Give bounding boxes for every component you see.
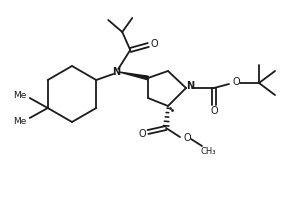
Text: O: O: [210, 106, 218, 116]
Text: N: N: [186, 81, 194, 91]
Text: O: O: [150, 39, 158, 49]
Text: O: O: [138, 129, 146, 139]
Text: Me: Me: [13, 117, 27, 125]
Text: Me: Me: [13, 90, 27, 99]
Text: O: O: [183, 133, 191, 143]
Text: O: O: [232, 77, 240, 87]
Text: CH₃: CH₃: [200, 146, 216, 156]
Polygon shape: [119, 72, 148, 80]
Text: N: N: [112, 67, 120, 77]
